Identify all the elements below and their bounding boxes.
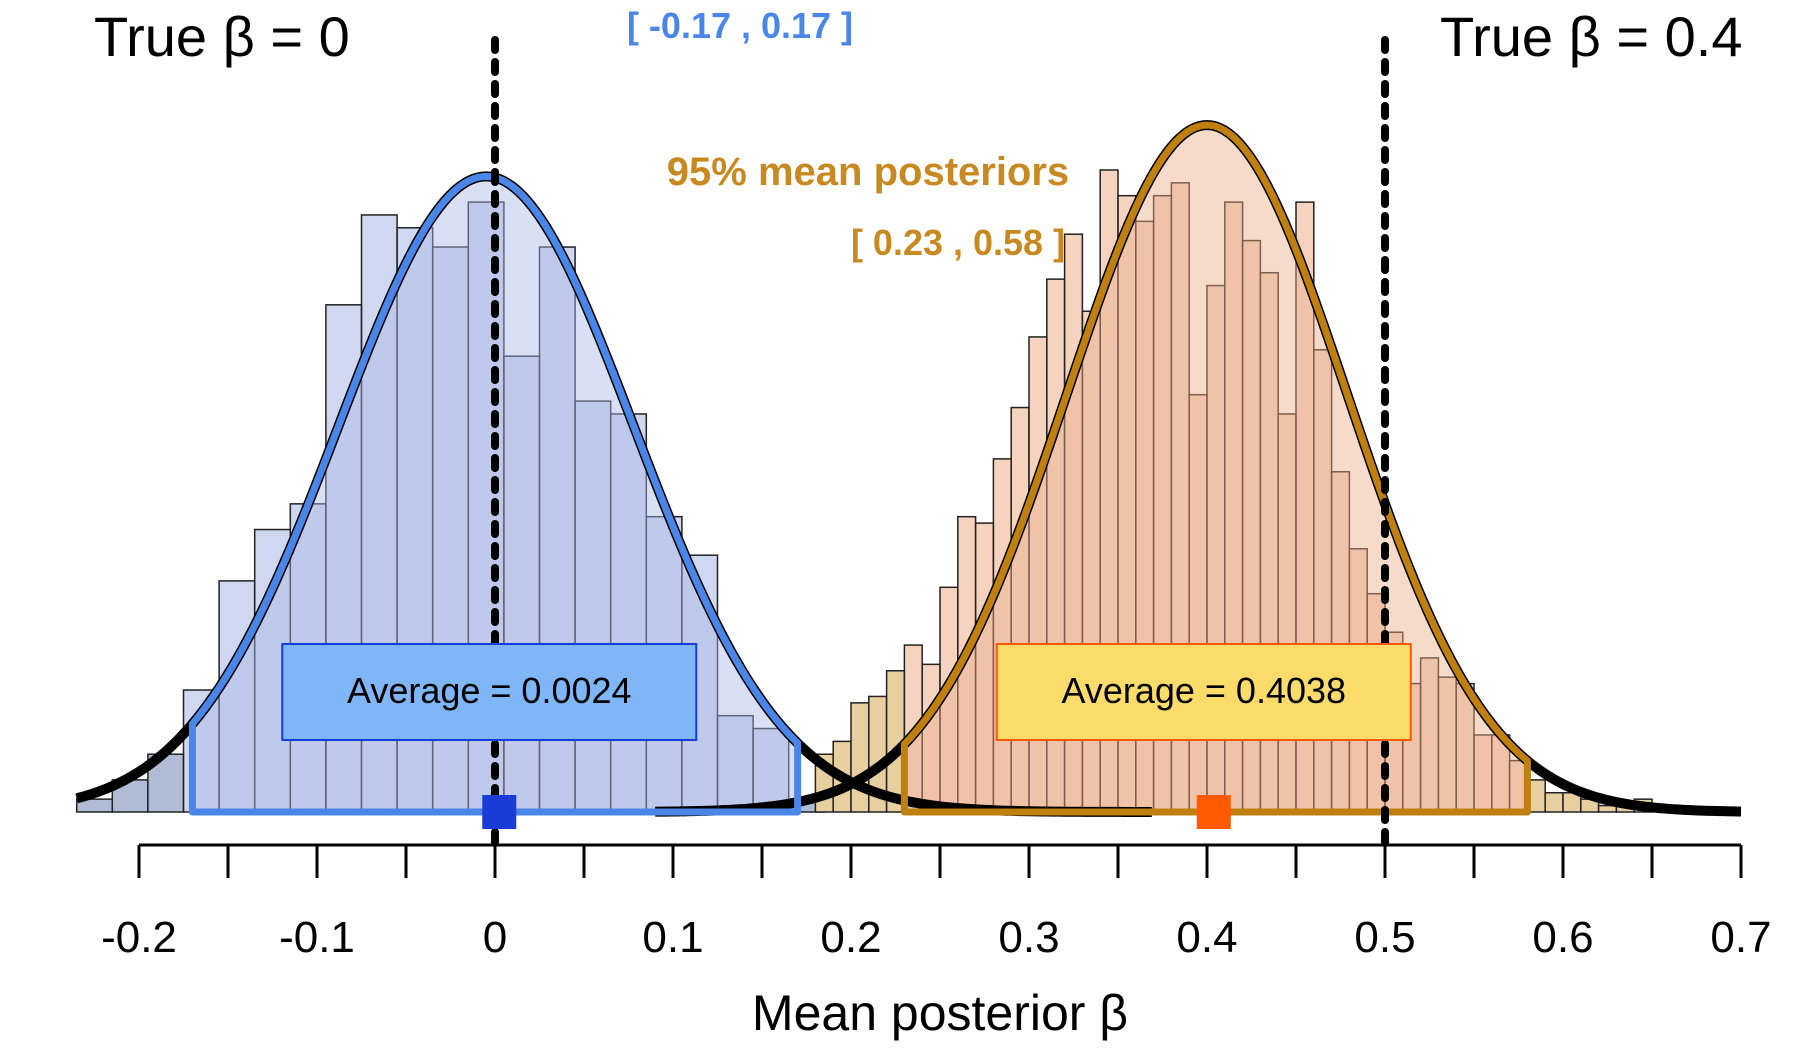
orange-interval-annotation: [ 0.23 , 0.58 ]	[851, 222, 1065, 263]
average-markers	[482, 795, 1231, 829]
blue-interval-annotation: [ -0.17 , 0.17 ]	[627, 5, 853, 46]
x-axis-title: Mean posterior β	[752, 985, 1128, 1041]
average-box-blue-rect	[281, 643, 698, 741]
x-tick-label: 0.1	[642, 913, 703, 962]
histogram-bar	[716, 714, 754, 813]
histogram-bar	[1544, 791, 1564, 813]
histogram-bar	[574, 400, 612, 813]
orange-title-annotation: 95% mean posteriors	[667, 150, 1069, 194]
average-box-orange-rect	[995, 643, 1412, 741]
average-marker-blue	[482, 795, 517, 829]
histogram-bar	[850, 702, 870, 813]
average-box-orange: Average = 0.4038	[995, 643, 1412, 741]
average-marker-orange	[1196, 795, 1231, 829]
x-tick-label: 0.5	[1354, 913, 1415, 962]
histogram-bar	[752, 727, 790, 813]
x-tick-label: -0.1	[279, 913, 355, 962]
density-curve-orange	[900, 121, 1531, 816]
x-axis: -0.2 -0.1 0 0.1 0.2 0.3 0.4 0.5 0.6 0.7	[101, 843, 1772, 962]
x-tick-label: -0.2	[101, 913, 177, 962]
x-tick-label: 0.7	[1710, 913, 1771, 962]
average-label-orange: Average = 0.4038	[1061, 670, 1346, 711]
histogram-bar	[609, 413, 648, 813]
x-tick-label: 0.6	[1532, 913, 1593, 962]
x-tick-label: 0	[483, 913, 507, 962]
interval-fill-orange	[904, 125, 1528, 812]
true-beta-04-label: True β = 0.4	[1440, 5, 1743, 68]
x-tick-label: 0.2	[820, 913, 881, 962]
average-box-blue: Average = 0.0024	[281, 643, 698, 741]
x-tick-label: 0.3	[998, 913, 1059, 962]
true-beta-0-label: True β = 0	[94, 5, 350, 68]
average-label-blue: Average = 0.0024	[347, 670, 632, 711]
x-tick-label: 0.4	[1176, 913, 1237, 962]
